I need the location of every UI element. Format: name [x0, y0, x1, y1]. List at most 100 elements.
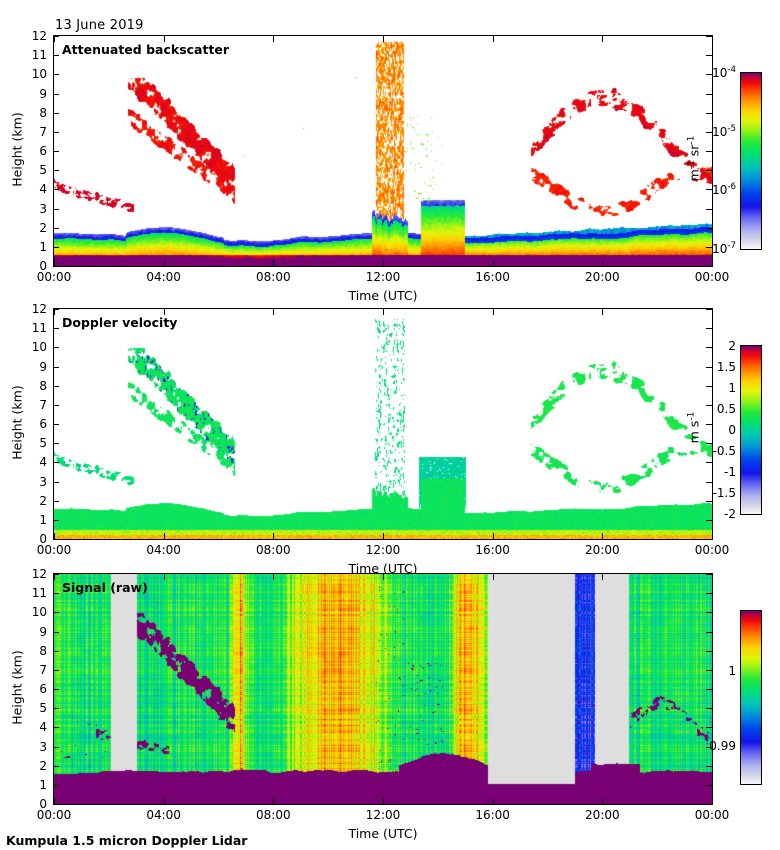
y-tick-label: 12 — [31, 29, 47, 43]
x-tick — [492, 798, 494, 804]
x-tick-top — [273, 574, 275, 580]
x-tick-label: 12:00 — [365, 808, 401, 822]
y-tick — [53, 74, 59, 76]
colorbar-tick-label: -0.5 — [712, 444, 736, 458]
x-tick-top — [712, 309, 713, 315]
x-tick-label: 00:00 — [694, 270, 730, 284]
y-tick-right — [706, 55, 712, 57]
x-tick-top — [492, 309, 494, 315]
y-tick-right — [706, 574, 712, 575]
y-tick — [53, 55, 59, 57]
plot-area-attenuated-backscatter: Attenuated backscatter — [53, 35, 713, 267]
y-tick-label: 12 — [31, 567, 47, 581]
x-tick-top — [492, 36, 494, 42]
colorbar-tick-label: 2 — [728, 339, 736, 353]
y-axis-title: Height (km) — [9, 650, 25, 725]
y-tick-right — [706, 519, 712, 521]
y-tick-right — [706, 481, 712, 483]
y-tick-label: 8 — [39, 378, 47, 393]
y-axis-title: Height (km) — [9, 112, 25, 187]
x-axis-title: Time (UTC) — [348, 826, 418, 841]
x-tick-label: 16:00 — [475, 270, 510, 284]
y-tick-right — [706, 689, 712, 690]
y-tick-right — [706, 151, 712, 152]
y-tick-label: 1 — [39, 777, 47, 792]
x-tick — [163, 533, 165, 539]
colorbar-tick-label: -1 — [724, 465, 736, 479]
y-tick-label: 1 — [39, 512, 47, 527]
y-tick — [53, 227, 59, 229]
y-tick — [53, 131, 59, 133]
x-tick — [712, 260, 713, 266]
y-tick-right — [706, 112, 712, 114]
y-tick-right — [706, 36, 712, 37]
y-tick-right — [706, 385, 712, 387]
x-tick-label: 00:00 — [36, 270, 72, 284]
x-tick-top — [712, 574, 713, 580]
x-tick-label: 20:00 — [585, 270, 620, 284]
y-tick — [53, 385, 59, 387]
x-tick — [383, 260, 384, 266]
x-tick-top — [273, 36, 275, 42]
colorbar-tick-label: 10-6 — [712, 182, 736, 198]
colorbar-attenuated-backscatter — [740, 72, 762, 250]
y-tick — [53, 366, 59, 368]
colorbar-gradient — [741, 611, 761, 784]
x-tick-label: 00:00 — [694, 808, 730, 822]
panel-title-signal-raw: Signal (raw) — [62, 580, 148, 595]
x-tick-top — [602, 309, 604, 315]
colorbar-tick-label: 10-7 — [712, 241, 736, 256]
y-tick — [53, 328, 59, 330]
y-tick-label: 9 — [39, 359, 47, 374]
y-tick-label: 0 — [39, 532, 47, 546]
colorbar-title: m-1 sr-1 — [686, 135, 702, 182]
x-tick-top — [383, 574, 384, 580]
y-tick — [53, 574, 59, 575]
colorbar-tick-label: -1.5 — [712, 486, 736, 500]
y-tick-label: 2 — [39, 493, 47, 508]
panel-doppler-velocity: Doppler velocity 0 1 2 3 4 5 6 7 8 9 10 11 12 Height (… — [10, 302, 730, 576]
x-tick-top — [602, 36, 604, 42]
y-tick — [53, 93, 59, 95]
y-tick — [53, 309, 59, 310]
y-tick — [53, 689, 59, 690]
x-tick-label: 04:00 — [146, 808, 181, 822]
y-tick-label: 3 — [39, 739, 47, 754]
x-tick-label: 08:00 — [256, 270, 291, 284]
colorbar-title: m s-1 — [686, 411, 702, 444]
x-tick-top — [712, 36, 713, 42]
y-tick — [53, 593, 59, 595]
y-tick-right — [706, 804, 712, 805]
x-tick — [712, 533, 713, 539]
y-tick-right — [706, 612, 712, 614]
x-tick — [54, 260, 55, 266]
x-tick-label: 08:00 — [256, 808, 291, 822]
colorbar-gradient — [741, 73, 761, 249]
y-tick — [53, 746, 59, 748]
y-tick-right — [706, 784, 712, 786]
y-tick-right — [706, 650, 712, 652]
y-tick-label: 6 — [39, 144, 47, 158]
y-tick — [53, 189, 59, 191]
x-tick — [383, 798, 384, 804]
x-tick-top — [163, 36, 165, 42]
y-tick — [53, 208, 59, 210]
date-label: 13 June 2019 — [55, 18, 144, 33]
panel-attenuated-backscatter: Attenuated backscatter 0 1 2 3 4 5 6 7 8 9 10 11 12 He… — [10, 29, 730, 303]
y-tick — [53, 650, 59, 652]
x-tick-top — [54, 36, 55, 42]
x-tick-top — [602, 574, 604, 580]
y-tick-label: 4 — [39, 720, 47, 735]
colorbar-tick-label: -2 — [724, 507, 736, 521]
y-tick-label: 2 — [39, 758, 47, 773]
x-tick — [602, 533, 604, 539]
colorbar-tick-label: 0 — [728, 423, 736, 437]
y-tick — [53, 151, 59, 152]
instrument-footer-label: Kumpula 1.5 micron Doppler Lidar — [6, 833, 248, 848]
x-tick-top — [383, 36, 384, 42]
y-tick-right — [706, 593, 712, 595]
x-tick-label: 00:00 — [694, 543, 730, 557]
y-tick-label: 11 — [31, 48, 47, 63]
x-tick — [54, 533, 55, 539]
y-tick-label: 0 — [39, 797, 47, 811]
